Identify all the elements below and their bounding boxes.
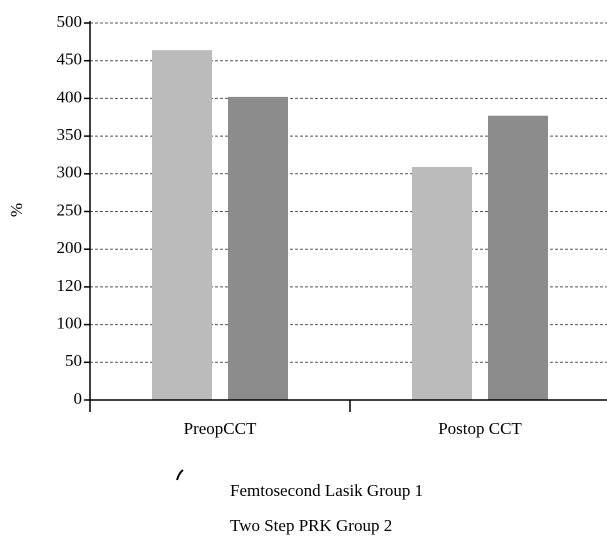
y-tick-label: 100 [57, 314, 83, 333]
y-tick-label: 250 [57, 200, 83, 219]
y-tick-label: 50 [65, 351, 82, 370]
legend-mark [176, 469, 184, 481]
x-tick-label: Postop CCT [438, 419, 522, 438]
bar [412, 167, 472, 400]
legend-label: Two Step PRK Group 2 [230, 516, 392, 535]
bar [228, 96, 288, 400]
y-tick-label: 200 [57, 238, 83, 257]
bar [152, 50, 212, 400]
y-tick-label: 400 [57, 87, 83, 106]
bar [488, 115, 548, 400]
y-tick-label: 350 [57, 125, 83, 144]
x-tick-label: PreopCCT [184, 419, 257, 438]
y-tick-label: 450 [57, 50, 83, 69]
y-tick-label: 500 [57, 12, 83, 31]
y-tick-label: 300 [57, 163, 83, 182]
y-axis-label: % [7, 203, 26, 217]
legend-label: Femtosecond Lasik Group 1 [230, 481, 423, 500]
y-tick-label: 120 [57, 276, 83, 295]
y-tick-label: 0 [74, 389, 83, 408]
